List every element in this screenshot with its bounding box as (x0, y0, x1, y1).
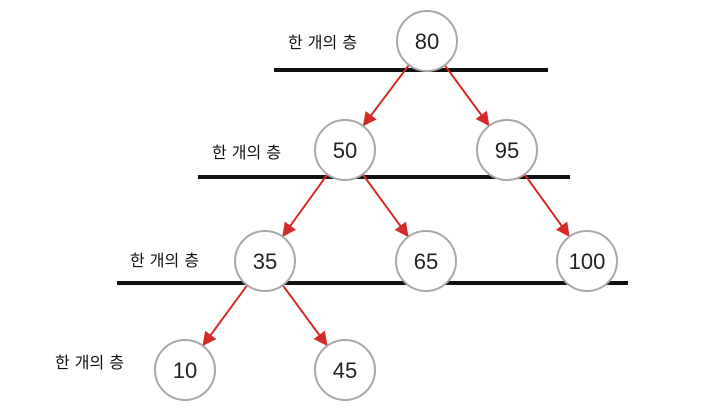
node-value: 100 (569, 249, 606, 274)
node-circle (556, 230, 618, 292)
node-circle (395, 230, 457, 292)
node-value: 45 (333, 358, 357, 383)
edge-35-10 (202, 284, 249, 347)
tree-node-95: 95 (476, 119, 538, 181)
node-value: 65 (414, 249, 438, 274)
level-label-2: 한 개의 층 (212, 143, 281, 162)
edge-80-50 (362, 64, 410, 127)
node-circle (476, 119, 538, 181)
tree-node-100: 100 (556, 230, 618, 292)
node-value: 10 (173, 358, 197, 383)
node-circle (314, 119, 376, 181)
edge-35-45 (281, 284, 328, 347)
node-value: 50 (333, 138, 357, 163)
tree-node-45: 45 (314, 339, 376, 401)
node-value: 80 (415, 29, 439, 54)
node-circle (396, 10, 458, 72)
tree-node-35: 35 (234, 230, 296, 292)
edge-80-95 (443, 64, 490, 127)
tree-node-65: 65 (395, 230, 457, 292)
tree-node-10: 10 (154, 339, 216, 401)
node-value: 35 (253, 249, 277, 274)
node-circle (314, 339, 376, 401)
node-value: 95 (495, 138, 519, 163)
level-label-3: 한 개의 층 (130, 251, 199, 270)
edge-95-100 (523, 173, 570, 237)
edge-50-65 (361, 173, 409, 238)
tree-node-80: 80 (396, 10, 458, 72)
tree-node-50: 50 (314, 119, 376, 181)
level-label-1: 한 개의 층 (288, 33, 357, 52)
node-circle (234, 230, 296, 292)
edges (202, 64, 570, 347)
edge-50-35 (282, 173, 329, 237)
level-label-4: 한 개의 층 (55, 353, 124, 372)
node-circle (154, 339, 216, 401)
